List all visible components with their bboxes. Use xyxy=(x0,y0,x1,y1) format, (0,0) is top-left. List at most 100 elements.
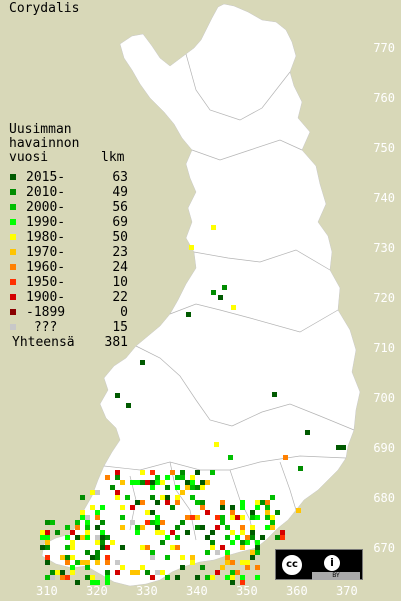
occurrence-square xyxy=(150,485,155,490)
occurrence-square xyxy=(95,535,100,540)
occurrence-square xyxy=(214,442,219,447)
occurrence-square xyxy=(180,565,185,570)
occurrence-square xyxy=(220,545,225,550)
occurrence-square xyxy=(155,530,160,535)
occurrence-square xyxy=(296,508,301,513)
cc-by-license-badge[interactable]: cc i BY xyxy=(275,549,363,580)
occurrence-square xyxy=(95,515,100,520)
occurrence-square xyxy=(215,570,220,575)
x-label: 320 xyxy=(86,584,108,598)
occurrence-square xyxy=(195,575,200,580)
occurrence-square xyxy=(270,515,275,520)
legend-swatch xyxy=(10,324,16,330)
legend-swatch xyxy=(10,234,16,240)
occurrence-square xyxy=(215,550,220,555)
legend-label: 2015- xyxy=(26,170,66,185)
occurrence-square xyxy=(70,530,75,535)
occurrence-square xyxy=(135,525,140,530)
occurrence-squares xyxy=(40,225,346,585)
occurrence-square xyxy=(255,515,260,520)
occurrence-square xyxy=(180,555,185,560)
occurrence-square xyxy=(100,535,105,540)
occurrence-square xyxy=(220,500,225,505)
x-label: 350 xyxy=(236,584,258,598)
occurrence-square xyxy=(40,530,45,535)
total-label: Yhteensä xyxy=(12,335,75,350)
occurrence-square xyxy=(220,520,225,525)
occurrence-square xyxy=(165,575,170,580)
occurrence-square xyxy=(240,575,245,580)
occurrence-square xyxy=(265,510,270,515)
occurrence-square xyxy=(155,525,160,530)
occurrence-square xyxy=(230,505,235,510)
occurrence-square xyxy=(150,550,155,555)
occurrence-square xyxy=(115,475,120,480)
occurrence-square xyxy=(240,500,245,505)
occurrence-square xyxy=(185,485,190,490)
occurrence-square xyxy=(275,535,280,540)
occurrence-square xyxy=(55,530,60,535)
occurrence-square xyxy=(120,565,125,570)
occurrence-square xyxy=(265,500,270,505)
occurrence-square xyxy=(270,525,275,530)
occurrence-square xyxy=(230,540,235,545)
occurrence-square xyxy=(160,480,165,485)
occurrence-square xyxy=(195,500,200,505)
occurrence-square xyxy=(155,500,160,505)
occurrence-square xyxy=(95,555,100,560)
occurrence-square xyxy=(165,555,170,560)
occurrence-square xyxy=(195,515,200,520)
occurrence-square xyxy=(190,485,195,490)
occurrence-square xyxy=(245,535,250,540)
occurrence-square xyxy=(190,515,195,520)
legend-item: 2010- 49 xyxy=(0,185,140,200)
occurrence-square xyxy=(140,545,145,550)
occurrence-square xyxy=(175,500,180,505)
occurrence-square xyxy=(210,575,215,580)
occurrence-square xyxy=(120,545,125,550)
occurrence-square xyxy=(240,560,245,565)
occurrence-square xyxy=(200,565,205,570)
occurrence-square xyxy=(175,575,180,580)
occurrence-square xyxy=(341,445,346,450)
occurrence-square xyxy=(100,545,105,550)
occurrence-square xyxy=(230,570,235,575)
occurrence-square xyxy=(240,580,245,585)
legend-count: 63 xyxy=(112,170,128,185)
occurrence-square xyxy=(245,560,250,565)
occurrence-square xyxy=(90,505,95,510)
occurrence-square xyxy=(280,530,285,535)
occurrence-square xyxy=(190,475,195,480)
occurrence-square xyxy=(75,560,80,565)
legend-count-header: lkm xyxy=(101,150,125,165)
occurrence-square xyxy=(215,515,220,520)
legend-swatch xyxy=(10,264,16,270)
cc-icon: cc xyxy=(280,553,304,577)
legend-label: 1900- xyxy=(26,290,66,305)
legend-count: 50 xyxy=(112,230,128,245)
occurrence-square xyxy=(211,225,216,230)
legend-count: 22 xyxy=(112,290,128,305)
occurrence-square xyxy=(95,580,100,585)
occurrence-square xyxy=(215,525,220,530)
occurrence-square xyxy=(260,535,265,540)
occurrence-square xyxy=(95,525,100,530)
occurrence-square xyxy=(190,555,195,560)
occurrence-square xyxy=(45,520,50,525)
occurrence-square xyxy=(165,495,170,500)
legend-count: 69 xyxy=(112,215,128,230)
occurrence-square xyxy=(125,495,130,500)
occurrence-square xyxy=(75,520,80,525)
legend-count: 56 xyxy=(112,200,128,215)
occurrence-square xyxy=(80,515,85,520)
occurrence-square xyxy=(175,545,180,550)
occurrence-square xyxy=(245,565,250,570)
occurrence-square xyxy=(255,500,260,505)
occurrence-square xyxy=(205,510,210,515)
occurrence-square xyxy=(105,475,110,480)
x-label: 330 xyxy=(136,584,158,598)
legend-count: 49 xyxy=(112,185,128,200)
occurrence-square xyxy=(170,530,175,535)
occurrence-square xyxy=(230,530,235,535)
